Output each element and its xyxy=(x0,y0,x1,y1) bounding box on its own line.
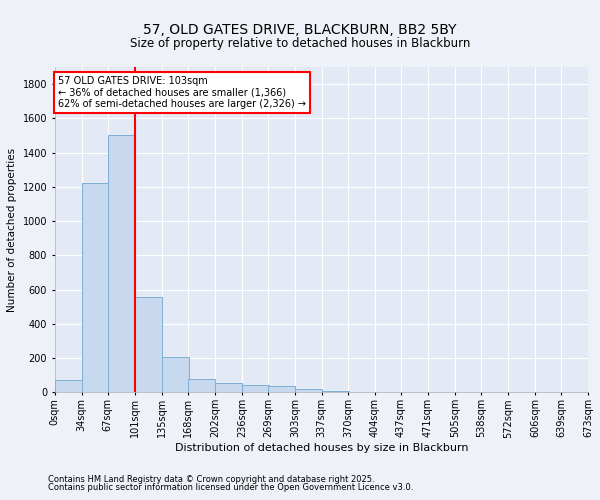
Bar xyxy=(82,182,109,392)
Bar xyxy=(135,296,162,392)
Bar xyxy=(242,384,269,392)
Bar xyxy=(108,136,135,392)
Y-axis label: Number of detached properties: Number of detached properties xyxy=(7,148,17,312)
X-axis label: Distribution of detached houses by size in Blackburn: Distribution of detached houses by size … xyxy=(175,443,468,453)
Text: Size of property relative to detached houses in Blackburn: Size of property relative to detached ho… xyxy=(130,38,470,51)
Bar xyxy=(162,358,188,392)
Bar xyxy=(268,386,295,392)
Text: Contains HM Land Registry data © Crown copyright and database right 2025.: Contains HM Land Registry data © Crown c… xyxy=(48,475,374,484)
Text: 57 OLD GATES DRIVE: 103sqm
← 36% of detached houses are smaller (1,366)
62% of s: 57 OLD GATES DRIVE: 103sqm ← 36% of deta… xyxy=(58,76,306,108)
Bar xyxy=(188,378,215,392)
Text: 57, OLD GATES DRIVE, BLACKBURN, BB2 5BY: 57, OLD GATES DRIVE, BLACKBURN, BB2 5BY xyxy=(143,22,457,36)
Bar xyxy=(295,389,322,392)
Bar xyxy=(322,391,349,392)
Bar xyxy=(55,380,82,392)
Bar xyxy=(215,383,242,392)
Text: Contains public sector information licensed under the Open Government Licence v3: Contains public sector information licen… xyxy=(48,484,413,492)
